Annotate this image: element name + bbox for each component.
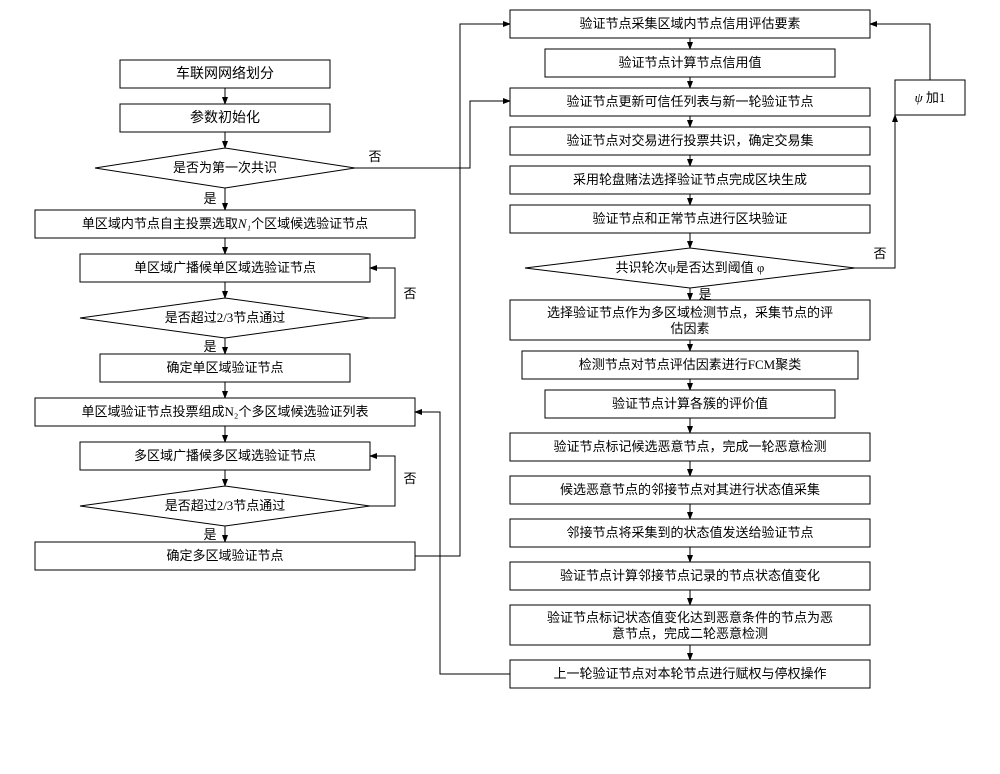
svg-text:是: 是 [203,339,216,354]
text-l6: 单区域验证节点投票组成N₂个多区域候选验证列表 [82,404,369,419]
text-r10: 验证节点标记候选恶意节点，完成一轮恶意检测 [553,439,826,454]
text-l1: 车联网网络划分 [176,65,274,82]
text-r13: 验证节点计算邻接节点记录的节点状态值变化 [560,568,820,583]
text-r14a: 验证节点标记状态值变化达到恶意条件的节点为恶 [547,610,833,625]
text-r9: 验证节点计算各簇的评价值 [612,396,768,411]
text-r6: 验证节点和正常节点进行区块验证 [592,211,787,226]
text-rd: 共识轮次ψ是否达到阈值 φ [616,260,765,275]
text-r4: 验证节点对交易进行投票共识，确定交易集 [566,133,813,148]
text-r11: 候选恶意节点的邻接节点对其进行状态值采集 [560,482,820,497]
text-l2: 参数初始化 [190,109,260,126]
text-ld2: 是否超过2/3节点通过 [165,310,286,325]
svg-text:否: 否 [368,149,381,164]
text-r7b: 估因素 [670,321,709,336]
svg-text:否: 否 [403,471,416,486]
text-r8: 检测节点对节点评估因素进行FCM聚类 [579,357,801,372]
svg-text:是: 是 [203,191,216,206]
text-ld3: 是否超过2/3节点通过 [165,498,286,513]
text-ld1: 是否为第一次共识 [173,160,277,175]
text-psi: ψ 加1 [915,90,946,105]
text-r7a: 选择验证节点作为多区域检测节点，采集节点的评 [547,305,833,320]
text-l7: 多区域广播候多区域选验证节点 [134,448,316,463]
text-l5: 确定单区域验证节点 [166,360,283,375]
text-l4: 单区域广播候单区域选验证节点 [134,260,316,275]
svg-text:否: 否 [403,286,416,301]
text-r2: 验证节点计算节点信用值 [618,55,761,70]
text-l3: 单区域内节点自主投票选取N₁个区域候选验证节点 [82,216,368,231]
text-l8: 确定多区域验证节点 [166,548,283,563]
svg-text:是: 是 [203,527,216,542]
text-r5: 采用轮盘赌法选择验证节点完成区块生成 [573,172,807,187]
svg-text:否: 否 [873,246,886,261]
text-r12: 邻接节点将采集到的状态值发送给验证节点 [566,525,813,540]
text-r15: 上一轮验证节点对本轮节点进行赋权与停权操作 [553,666,826,681]
text-r14b: 意节点，完成二轮恶意检测 [612,626,768,641]
text-r3: 验证节点更新可信任列表与新一轮验证节点 [566,94,813,109]
text-r1: 验证节点采集区域内节点信用评估要素 [579,16,800,31]
